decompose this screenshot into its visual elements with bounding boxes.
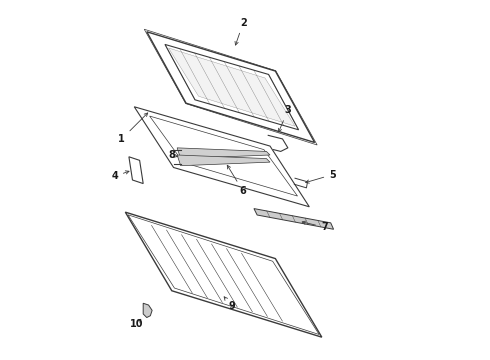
Polygon shape xyxy=(177,155,270,166)
Polygon shape xyxy=(254,208,334,229)
Text: 4: 4 xyxy=(111,171,129,181)
Text: 6: 6 xyxy=(227,165,246,197)
Text: 5: 5 xyxy=(306,170,336,183)
Polygon shape xyxy=(169,48,295,126)
Text: 2: 2 xyxy=(235,18,246,45)
Text: 9: 9 xyxy=(224,297,235,311)
Text: 7: 7 xyxy=(302,221,328,232)
Text: 8: 8 xyxy=(169,150,178,160)
Text: 10: 10 xyxy=(130,319,144,329)
Polygon shape xyxy=(143,303,152,318)
Text: 3: 3 xyxy=(278,105,291,132)
Text: 1: 1 xyxy=(119,113,147,144)
Polygon shape xyxy=(177,148,270,158)
